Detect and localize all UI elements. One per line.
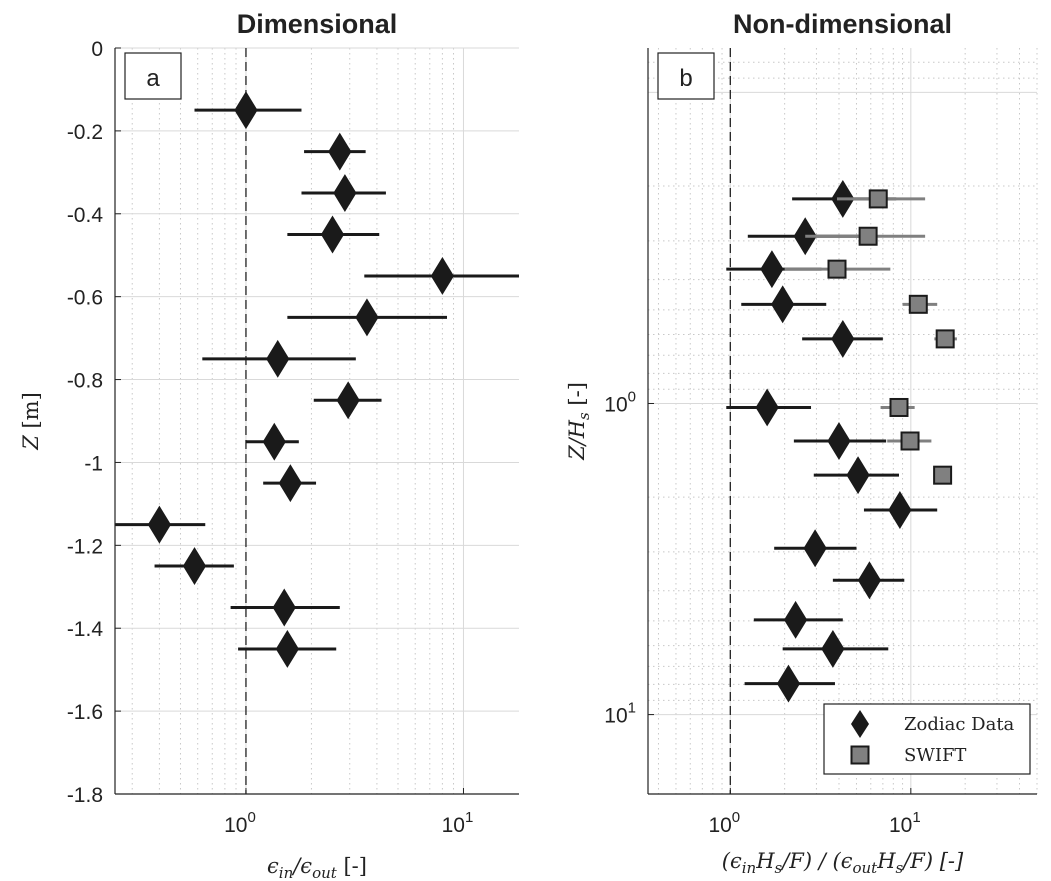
square-marker: [935, 329, 955, 349]
panel-dimensional: 100 101 0 -0.2 -0.4 -0.6 -0.8 -1 -1.2 -1.4 -1.6 -1.…: [19, 9, 519, 881]
chart-title: Non-dimensional: [733, 9, 952, 39]
y-tick-label: 0: [91, 38, 103, 61]
y-tick-label: -0.6: [67, 287, 103, 310]
diamond-marker: [771, 285, 795, 324]
diamond-marker: [803, 529, 827, 568]
diamond-marker: [755, 388, 779, 427]
diamond-marker: [336, 381, 360, 420]
legend-square-marker: [850, 745, 870, 765]
y-tick-label: -1.2: [67, 535, 103, 558]
y-tick-label: -1.8: [67, 784, 103, 807]
diamond-marker: [262, 422, 286, 461]
y-axis-label: Z [m]: [19, 392, 43, 451]
grid: [648, 48, 1038, 794]
diamond-marker: [328, 132, 352, 171]
diamond-marker: [320, 215, 345, 254]
y-axis-label: Z/Hs [-]: [565, 382, 593, 461]
series-swift: [784, 189, 957, 485]
x-tick-label: 100: [708, 809, 740, 837]
legend-entry: SWIFT: [904, 745, 966, 766]
diamond-marker: [266, 339, 290, 378]
y-tick-label: -1: [84, 452, 103, 475]
diamond-marker: [760, 250, 784, 289]
panel-label-box: [124, 52, 182, 100]
diamond-marker: [278, 464, 302, 503]
panel-label: b: [679, 65, 692, 92]
series-data: [115, 91, 519, 668]
diamond-marker: [821, 629, 845, 668]
data-marks: [115, 91, 519, 668]
diamond-marker: [234, 91, 258, 130]
grid: [115, 47, 519, 795]
square-marker: [908, 294, 928, 314]
legend-entry: Zodiac Data: [904, 714, 1015, 735]
diamond-marker: [776, 664, 801, 703]
legend-diamond-marker: [851, 710, 869, 738]
y-tick-label: 101: [604, 700, 636, 728]
y-tick-label: -0.2: [67, 121, 103, 144]
y-tick-label: -0.8: [67, 370, 103, 393]
square-marker: [900, 431, 920, 451]
data-marks: [726, 179, 957, 703]
chart-title: Dimensional: [237, 9, 398, 39]
square-marker: [889, 397, 909, 417]
diamond-marker: [355, 298, 379, 337]
x-tick-label: 100: [224, 809, 256, 837]
diamond-marker: [784, 600, 808, 639]
legend: Zodiac Data SWIFT: [823, 703, 1031, 775]
panel-label-box: [657, 52, 715, 100]
diamond-marker: [846, 456, 870, 495]
square-marker: [933, 465, 953, 485]
diamond-marker: [888, 491, 912, 529]
y-tick-label: -1.4: [67, 618, 104, 641]
y-tick-label: 100: [604, 388, 636, 416]
x-axis-label: (ϵinHs/F) / (ϵoutHs/F) [-]: [722, 849, 964, 877]
diamond-marker: [857, 561, 882, 600]
diamond-marker: [275, 629, 299, 668]
diamond-marker: [831, 319, 855, 358]
diamond-marker: [182, 547, 207, 586]
y-tick-label: -1.6: [67, 701, 103, 724]
panel-non-dimensional: 100 101 100 101 Non-dimensional b (ϵinHs/F) / …: [565, 9, 1038, 877]
panel-label: a: [146, 65, 160, 92]
diamond-marker: [827, 422, 851, 460]
diamond-marker: [272, 588, 296, 627]
y-tick-label: -0.4: [67, 204, 104, 227]
x-tick-label: 101: [889, 809, 921, 837]
x-tick-label: 101: [442, 809, 474, 837]
square-marker: [858, 226, 878, 246]
square-marker: [868, 189, 888, 209]
diamond-marker: [333, 174, 357, 213]
diamond-marker: [430, 256, 454, 295]
x-axis-label: ϵin/ϵout [-]: [267, 854, 367, 881]
diamond-marker: [147, 505, 171, 544]
square-marker: [827, 259, 847, 279]
